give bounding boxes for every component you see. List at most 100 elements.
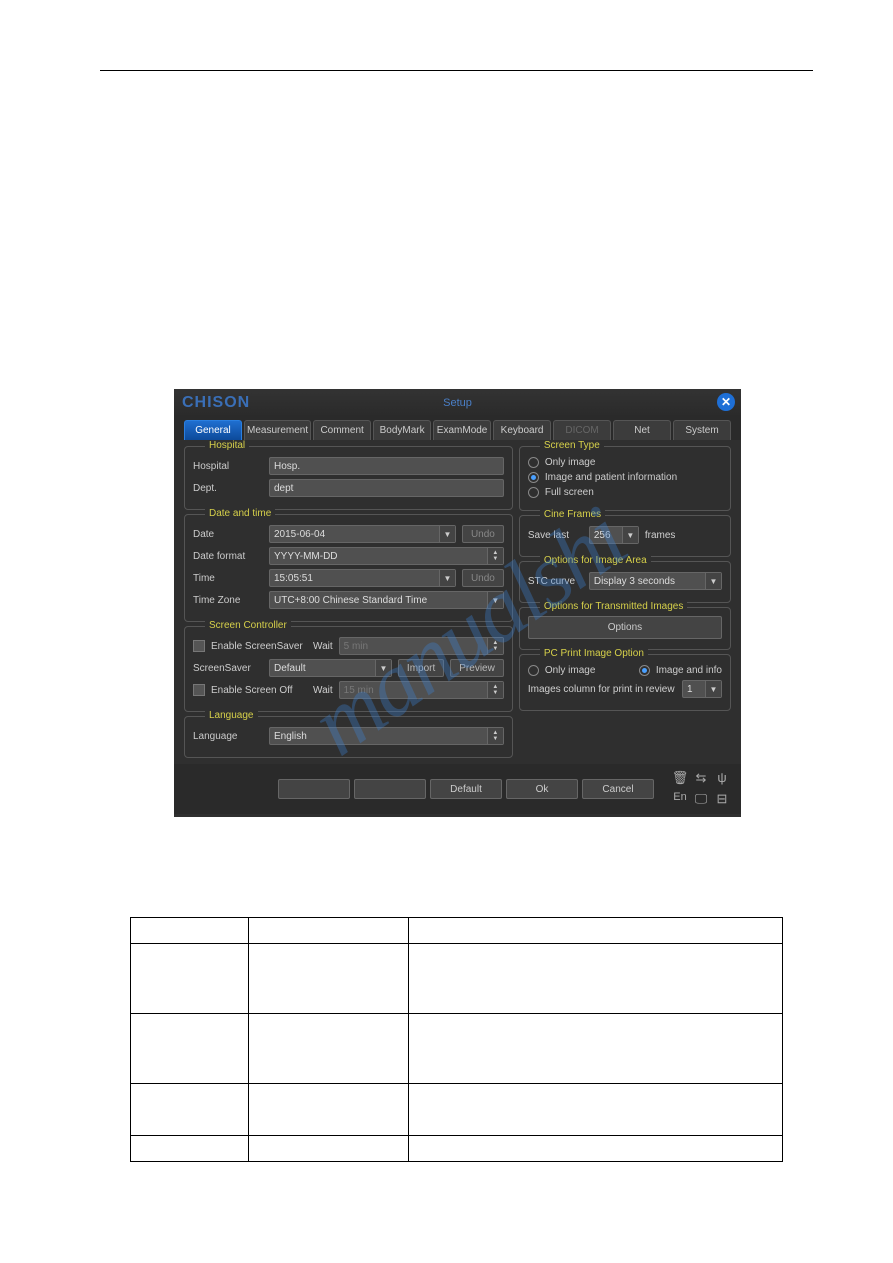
spinner-icon: ▲▼ bbox=[487, 548, 503, 564]
table-cell bbox=[249, 918, 409, 944]
table-cell bbox=[409, 1136, 783, 1162]
tab-keyboard[interactable]: Keyboard bbox=[493, 420, 551, 440]
time-label: Time bbox=[193, 573, 263, 584]
setup-window: CHISON Setup ✕ General Measurement Comme… bbox=[174, 389, 741, 817]
cine-value: 256 bbox=[594, 530, 611, 541]
stc-combo[interactable]: Display 3 seconds▼ bbox=[589, 572, 722, 590]
st-radio-only-image[interactable] bbox=[528, 457, 539, 468]
st-opt1: Only image bbox=[545, 457, 596, 468]
time-undo-button[interactable]: Undo bbox=[462, 569, 504, 587]
right-column: Screen Type Only image Image and patient… bbox=[519, 446, 731, 758]
tab-exammode[interactable]: ExamMode bbox=[433, 420, 491, 440]
wait2-value: 15 min bbox=[344, 685, 374, 696]
tab-bodymark[interactable]: BodyMark bbox=[373, 420, 431, 440]
ss-value: Default bbox=[274, 663, 306, 674]
dept-label: Dept. bbox=[193, 483, 263, 494]
date-label: Date bbox=[193, 529, 263, 540]
tab-comment[interactable]: Comment bbox=[313, 420, 371, 440]
network-icon[interactable]: ⇆ bbox=[692, 770, 710, 788]
close-icon[interactable]: ✕ bbox=[717, 393, 735, 411]
wait1-label: Wait bbox=[313, 641, 333, 652]
chevron-down-icon: ▼ bbox=[439, 570, 455, 586]
tab-measurement[interactable]: Measurement bbox=[244, 420, 311, 440]
enable-ss-checkbox[interactable] bbox=[193, 640, 205, 652]
imgarea-legend: Options for Image Area bbox=[540, 555, 651, 566]
spinner-icon: ▲▼ bbox=[487, 682, 503, 698]
trash-icon[interactable]: 🗑 bbox=[671, 770, 689, 788]
cine-legend: Cine Frames bbox=[540, 509, 605, 520]
footer-empty1[interactable]: . bbox=[278, 779, 350, 799]
table-cell bbox=[409, 1084, 783, 1136]
tab-general[interactable]: General bbox=[184, 420, 242, 440]
chevron-down-icon: ▼ bbox=[622, 527, 638, 543]
chevron-down-icon: ▼ bbox=[705, 573, 721, 589]
st-radio-full-screen[interactable] bbox=[528, 487, 539, 498]
disk-icon[interactable]: ⊟ bbox=[713, 791, 731, 809]
table-cell bbox=[249, 1084, 409, 1136]
enable-ss-label: Enable ScreenSaver bbox=[211, 641, 307, 652]
language-value: English bbox=[274, 731, 307, 742]
import-button[interactable]: Import bbox=[398, 659, 444, 677]
group-language: Language Language English▲▼ bbox=[184, 716, 513, 758]
language-icon[interactable]: En bbox=[671, 791, 689, 809]
spinner-icon: ▲▼ bbox=[487, 638, 503, 654]
default-button[interactable]: Default bbox=[430, 779, 502, 799]
format-label: Date format bbox=[193, 551, 263, 562]
tab-bar: General Measurement Comment BodyMark Exa… bbox=[174, 417, 741, 440]
wait1-combo[interactable]: 5 min▲▼ bbox=[339, 637, 504, 655]
tab-net[interactable]: Net bbox=[613, 420, 671, 440]
pp-opt1: Only image bbox=[545, 665, 633, 676]
tab-system[interactable]: System bbox=[673, 420, 731, 440]
left-column: Hospital Hospital Hosp. Dept. dept Date … bbox=[184, 446, 513, 758]
pp-col-combo[interactable]: 1▼ bbox=[682, 680, 722, 698]
cine-combo[interactable]: 256 ▼ bbox=[589, 526, 639, 544]
date-combo[interactable]: 2015-06-04▼ bbox=[269, 525, 456, 543]
time-combo[interactable]: 15:05:51 ▼ bbox=[269, 569, 456, 587]
ok-button[interactable]: Ok bbox=[506, 779, 578, 799]
format-combo[interactable]: YYYY-MM-DD ▲▼ bbox=[269, 547, 504, 565]
cine-suffix: frames bbox=[645, 530, 676, 541]
group-transmitted: Options for Transmitted Images Options bbox=[519, 607, 731, 650]
footer-empty2[interactable]: . bbox=[354, 779, 426, 799]
page-rule bbox=[100, 70, 813, 71]
screenctrl-legend: Screen Controller bbox=[205, 620, 291, 631]
enable-off-label: Enable Screen Off bbox=[211, 685, 307, 696]
pp-radio-image-info[interactable] bbox=[639, 665, 650, 676]
cancel-button[interactable]: Cancel bbox=[582, 779, 654, 799]
tz-combo[interactable]: UTC+8:00 Chinese Standard Time▼ bbox=[269, 591, 504, 609]
dept-input[interactable]: dept bbox=[269, 479, 504, 497]
group-screen-type: Screen Type Only image Image and patient… bbox=[519, 446, 731, 511]
transmit-legend: Options for Transmitted Images bbox=[540, 601, 688, 612]
date-undo-button[interactable]: Undo bbox=[462, 525, 504, 543]
hospital-input[interactable]: Hosp. bbox=[269, 457, 504, 475]
table-cell bbox=[131, 1014, 249, 1084]
preview-button[interactable]: Preview bbox=[450, 659, 504, 677]
content-area: Hospital Hospital Hosp. Dept. dept Date … bbox=[174, 440, 741, 764]
format-value: YYYY-MM-DD bbox=[274, 551, 338, 562]
enable-off-checkbox[interactable] bbox=[193, 684, 205, 696]
chevron-down-icon: ▼ bbox=[487, 592, 503, 608]
chevron-down-icon: ▼ bbox=[705, 681, 721, 697]
datetime-legend: Date and time bbox=[205, 508, 275, 519]
table-cell bbox=[249, 1136, 409, 1162]
language-legend: Language bbox=[205, 710, 258, 721]
ss-combo[interactable]: Default▼ bbox=[269, 659, 392, 677]
monitor-icon[interactable]: 🖵 bbox=[692, 791, 710, 809]
titlebar: CHISON Setup ✕ bbox=[174, 389, 741, 417]
group-hospital: Hospital Hospital Hosp. Dept. dept bbox=[184, 446, 513, 510]
usb-icon[interactable]: ψ bbox=[713, 770, 731, 788]
wait2-combo[interactable]: 15 min ▲▼ bbox=[339, 681, 504, 699]
tz-label: Time Zone bbox=[193, 595, 263, 606]
st-radio-image-patient[interactable] bbox=[528, 472, 539, 483]
tab-dicom[interactable]: DICOM bbox=[553, 420, 611, 440]
language-combo[interactable]: English▲▼ bbox=[269, 727, 504, 745]
pp-radio-only-image[interactable] bbox=[528, 665, 539, 676]
window-title: Setup bbox=[174, 397, 741, 409]
time-value: 15:05:51 bbox=[274, 573, 313, 584]
pp-col-label: Images column for print in review bbox=[528, 684, 676, 695]
cine-label: Save last bbox=[528, 530, 583, 541]
options-button[interactable]: Options bbox=[528, 616, 722, 639]
screentype-legend: Screen Type bbox=[540, 440, 604, 451]
table-cell bbox=[249, 1014, 409, 1084]
table-cell bbox=[409, 918, 783, 944]
